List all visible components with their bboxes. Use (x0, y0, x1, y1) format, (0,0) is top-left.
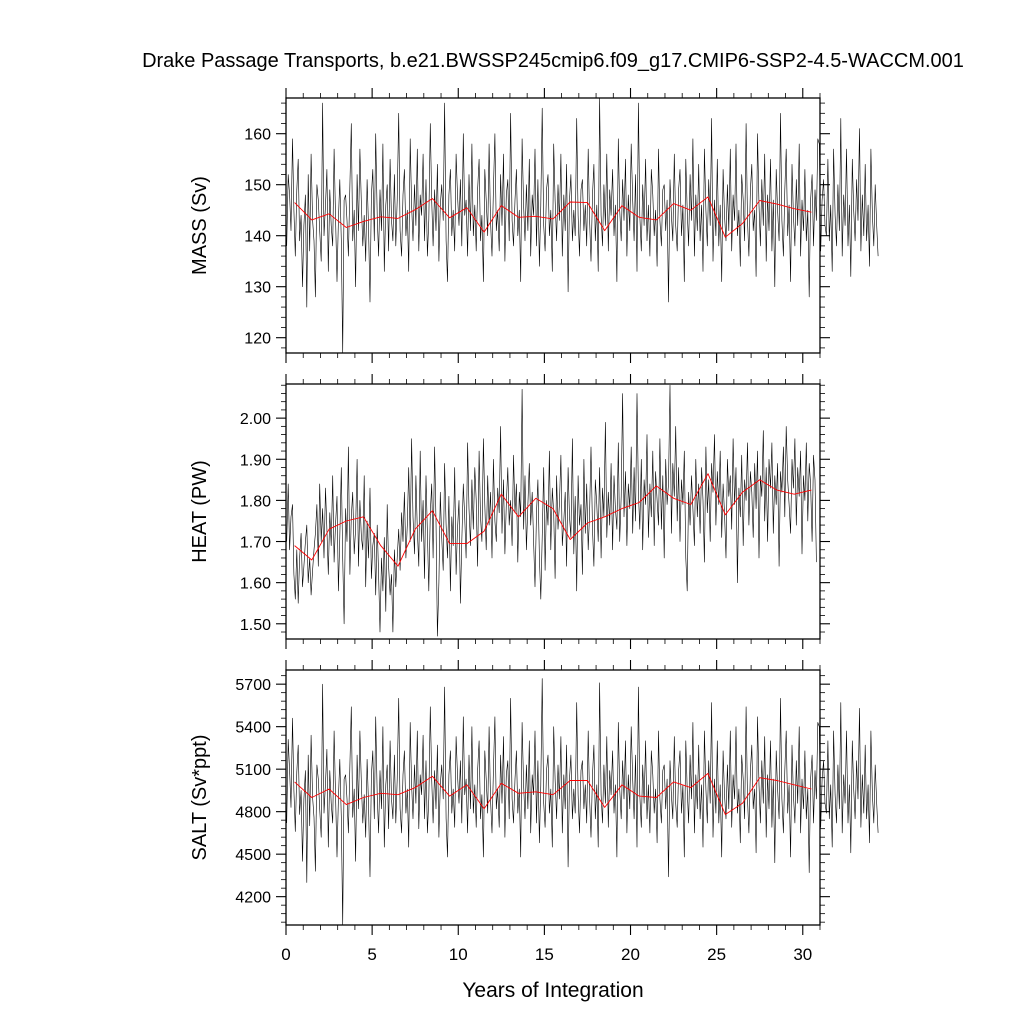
salt-y-tick-label: 5400 (235, 720, 271, 737)
x-tick-label: 10 (449, 945, 468, 964)
heat-y-tick-label: 1.60 (240, 576, 271, 593)
heat-y-tick-label: 2.00 (240, 411, 271, 428)
mass-y-tick-label: 140 (244, 229, 271, 246)
heat-y-tick-label: 1.50 (240, 617, 271, 634)
mass-annual-series-line (294, 196, 812, 238)
salt-y-axis-label: SALT (Sv*ppt) (189, 735, 211, 861)
x-tick-label: 20 (621, 945, 640, 964)
mass-panel: 120 130 140 150 160 MASS (Sv) (189, 88, 879, 363)
salt-y-tick-label: 5100 (235, 762, 271, 779)
salt-annual-series-line (294, 772, 812, 815)
salt-y-tick-label: 4500 (235, 847, 271, 864)
heat-y-axis-label: HEAT (PW) (189, 460, 211, 563)
salt-monthly-series-line (286, 678, 879, 926)
x-tick-label: 0 (281, 945, 290, 964)
heat-monthly-series-line (286, 384, 817, 637)
mass-y-tick-label: 160 (244, 127, 271, 144)
heat-y-tick-label: 1.70 (240, 535, 271, 552)
salt-panel: 0 5 10 15 20 25 30 4200 4500 4800 5100 5400 5700 SALT… (189, 660, 879, 964)
heat-y-tick-label: 1.80 (240, 493, 271, 510)
heat-y-tick-label: 1.90 (240, 452, 271, 469)
heat-panel: 1.50 1.60 1.70 1.80 1.90 2.00 HEAT (PW) (189, 374, 830, 649)
x-tick-label: 30 (793, 945, 812, 964)
mass-y-tick-label: 130 (244, 280, 271, 297)
x-tick-label: 5 (367, 945, 376, 964)
heat-annual-series-line (294, 473, 812, 567)
mass-y-tick-label: 150 (244, 178, 271, 195)
salt-plot-frame (285, 669, 821, 926)
mass-monthly-series-line (286, 97, 879, 354)
mass-y-tick-label: 120 (244, 331, 271, 348)
salt-y-tick-label: 5700 (235, 677, 271, 694)
x-tick-label: 15 (535, 945, 554, 964)
heat-plot-frame (285, 383, 821, 640)
x-tick-label: 25 (707, 945, 726, 964)
x-axis-label: Years of Integration (462, 979, 643, 1002)
salt-y-tick-label: 4200 (235, 890, 271, 907)
mass-y-axis-label: MASS (Sv) (189, 176, 211, 275)
chart-title: Drake Passage Transports, b.e21.BWSSP245… (142, 50, 964, 72)
salt-y-tick-label: 4800 (235, 805, 271, 822)
